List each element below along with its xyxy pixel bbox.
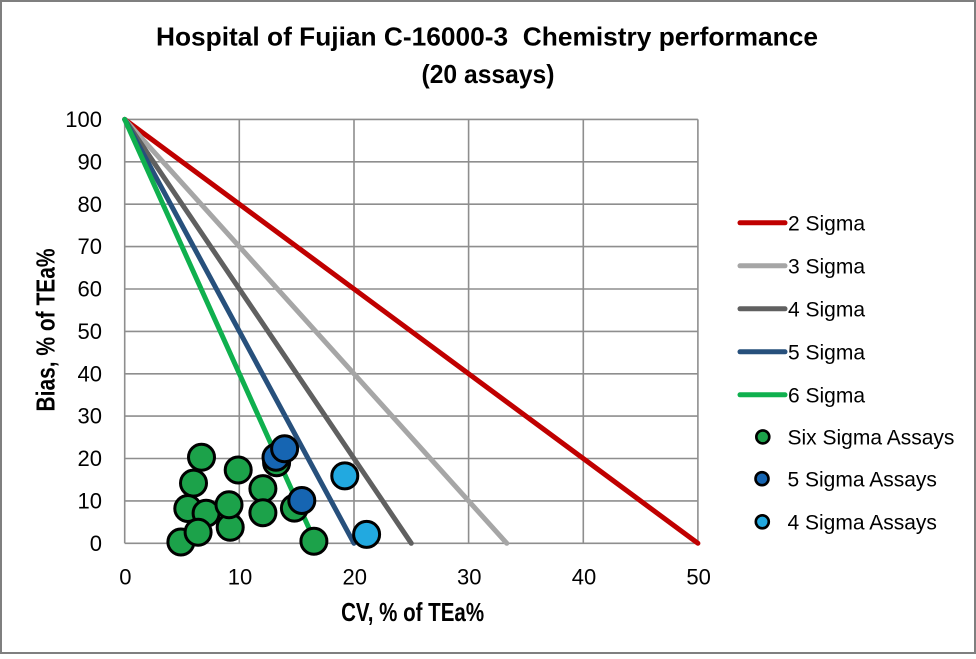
svg-text:30: 30 [457, 564, 481, 589]
svg-text:0: 0 [119, 564, 131, 589]
svg-text:40: 40 [572, 564, 596, 589]
svg-text:5 Sigma: 5 Sigma [788, 341, 865, 364]
svg-text:50: 50 [78, 319, 102, 344]
svg-text:3 Sigma: 3 Sigma [788, 255, 865, 278]
svg-text:50: 50 [686, 564, 710, 589]
svg-text:4 Sigma Assays: 4 Sigma Assays [788, 511, 937, 534]
svg-text:(20 assays): (20 assays) [422, 59, 555, 89]
svg-text:0: 0 [90, 531, 102, 556]
svg-text:Hospital of Fujian C-16000-3: Hospital of Fujian C-16000-3 Chemistry p… [156, 21, 818, 51]
svg-text:2 Sigma: 2 Sigma [788, 212, 865, 235]
svg-text:Six Sigma Assays: Six Sigma Assays [788, 427, 955, 450]
svg-text:60: 60 [78, 277, 102, 302]
svg-text:20: 20 [78, 446, 102, 471]
svg-text:40: 40 [78, 361, 102, 386]
svg-text:5 Sigma Assays: 5 Sigma Assays [788, 468, 937, 491]
svg-text:10: 10 [228, 564, 252, 589]
svg-text:100: 100 [65, 107, 102, 132]
svg-text:30: 30 [78, 404, 102, 429]
svg-text:Bias, % of TEa%: Bias, % of TEa% [30, 249, 60, 412]
svg-text:CV, % of TEa%: CV, % of TEa% [341, 597, 484, 627]
svg-text:90: 90 [78, 149, 102, 174]
svg-text:20: 20 [342, 564, 366, 589]
svg-text:4 Sigma: 4 Sigma [788, 298, 865, 321]
svg-text:70: 70 [78, 234, 102, 259]
svg-text:80: 80 [78, 192, 102, 217]
svg-text:10: 10 [78, 489, 102, 514]
svg-text:6 Sigma: 6 Sigma [788, 384, 865, 407]
